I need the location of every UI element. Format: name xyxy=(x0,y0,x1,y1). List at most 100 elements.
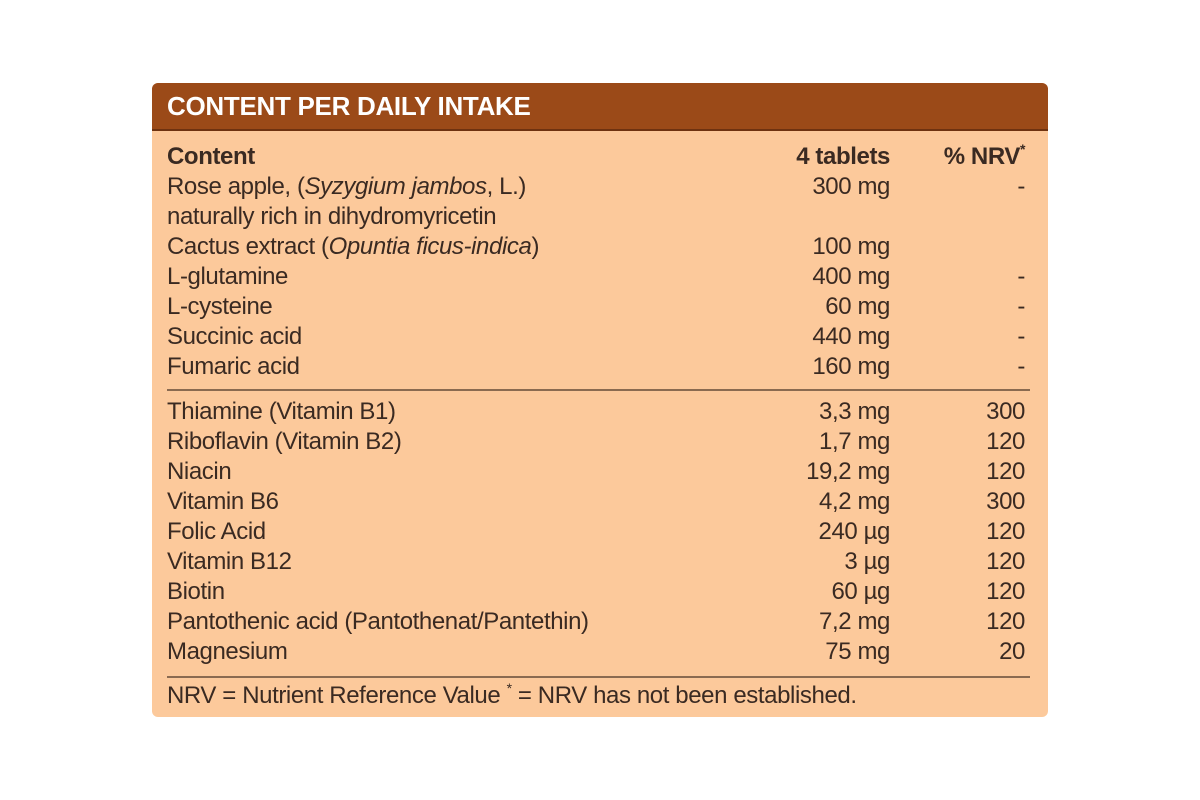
row-name: L-glutamine xyxy=(167,262,288,292)
text-segment: , L.) xyxy=(486,173,527,200)
row-name: Biotin xyxy=(167,577,225,607)
row-nrv: - xyxy=(1017,292,1025,322)
row-amount: 240 µg xyxy=(819,517,891,547)
nrv: 120 xyxy=(986,578,1025,605)
row-name: Vitamin B12 xyxy=(167,547,292,577)
row-amount: 400 mg xyxy=(812,262,890,292)
text-segment: Rose apple, ( xyxy=(167,173,305,200)
text-segment: L-cysteine xyxy=(167,293,273,320)
row-name: Folic Acid xyxy=(167,517,266,547)
row-amount: 3 µg xyxy=(844,547,890,577)
header-text: 4 tablets xyxy=(796,143,890,170)
amount: 100 mg xyxy=(812,233,890,260)
text-segment: Fumaric acid xyxy=(167,353,300,380)
amount: 440 mg xyxy=(812,323,890,350)
text-segment: Magnesium xyxy=(167,638,288,665)
text-segment: Riboflavin (Vitamin B2) xyxy=(167,428,402,455)
text-segment: % NRV xyxy=(943,143,1021,170)
panel-title: CONTENT PER DAILY INTAKE xyxy=(167,91,531,121)
text-segment: Opuntia ficus-indica xyxy=(328,233,532,260)
row-nrv: 120 xyxy=(986,577,1025,607)
amount: 60 µg xyxy=(831,578,890,605)
nrv: 300 xyxy=(986,398,1025,425)
text-segment: Folic Acid xyxy=(167,518,266,545)
text-segment: ) xyxy=(531,233,540,260)
row-name: Succinic acid xyxy=(167,322,302,352)
row-nrv: - xyxy=(1017,322,1025,352)
row-amount: 3,3 mg xyxy=(819,397,890,427)
row-nrv: 300 xyxy=(986,487,1025,517)
row-amount: 60 µg xyxy=(831,577,890,607)
nrv: - xyxy=(1017,293,1025,320)
row-nrv: 120 xyxy=(986,607,1025,637)
column-header: Content xyxy=(167,142,255,172)
row-amount: 75 mg xyxy=(825,637,890,667)
row-amount: 300 mg xyxy=(812,172,890,202)
nutrition-panel: CONTENT PER DAILY INTAKE Content 4 tablet… xyxy=(152,83,1048,717)
row-nrv: 120 xyxy=(986,517,1025,547)
text-segment: Vitamin B6 xyxy=(167,488,279,515)
text-segment: Cactus extract ( xyxy=(167,233,329,260)
text-segment: = NRV has not been established. xyxy=(511,682,857,709)
nrv: 300 xyxy=(986,488,1025,515)
nrv: 120 xyxy=(986,458,1025,485)
nrv: 120 xyxy=(986,428,1025,455)
amount: 75 mg xyxy=(825,638,890,665)
separator xyxy=(167,676,1030,678)
row-name: Vitamin B6 xyxy=(167,487,279,517)
row-nrv: - xyxy=(1017,352,1025,382)
row-amount: 440 mg xyxy=(812,322,890,352)
row-name: Rose apple, (Syzygium jambos, L.) xyxy=(167,172,526,202)
footer-note: NRV = Nutrient Reference Value * = NRV h… xyxy=(167,681,857,711)
row-nrv: 120 xyxy=(986,427,1025,457)
row-name: L-cysteine xyxy=(167,292,273,322)
amount: 3,3 mg xyxy=(819,398,890,425)
row-name: Pantothenic acid (Pantothenat/Pantethin) xyxy=(167,607,589,637)
row-amount: 100 mg xyxy=(812,232,890,262)
row-name: Thiamine (Vitamin B1) xyxy=(167,397,396,427)
row-nrv: 120 xyxy=(986,457,1025,487)
row-name: Fumaric acid xyxy=(167,352,300,382)
text-segment: Pantothenic acid (Pantothenat/Pantethin) xyxy=(167,608,589,635)
row-amount: 19,2 mg xyxy=(806,457,890,487)
text-segment: Niacin xyxy=(167,458,232,485)
nrv: - xyxy=(1017,173,1025,200)
row-nrv: 20 xyxy=(999,637,1025,667)
superscript: * xyxy=(506,680,512,696)
amount: 160 mg xyxy=(812,353,890,380)
amount: 60 mg xyxy=(825,293,890,320)
panel-header: CONTENT PER DAILY INTAKE xyxy=(152,83,1048,131)
row-name: Cactus extract (Opuntia ficus-indica) xyxy=(167,232,539,262)
text: naturally rich in dihydromyricetin xyxy=(167,203,497,230)
row-amount: 4,2 mg xyxy=(819,487,890,517)
text-segment: Biotin xyxy=(167,578,225,605)
text-segment: Thiamine (Vitamin B1) xyxy=(167,398,396,425)
amount: 19,2 mg xyxy=(806,458,890,485)
row-name: Niacin xyxy=(167,457,232,487)
text-segment: L-glutamine xyxy=(167,263,289,290)
separator xyxy=(167,389,1030,391)
nrv: 120 xyxy=(986,608,1025,635)
row-name: Riboflavin (Vitamin B2) xyxy=(167,427,402,457)
nrv: - xyxy=(1017,353,1025,380)
superscript: * xyxy=(1019,141,1025,157)
amount: 4,2 mg xyxy=(819,488,890,515)
text-segment: Syzygium jambos xyxy=(304,173,487,200)
amount: 240 µg xyxy=(818,518,891,545)
text-segment: Vitamin B12 xyxy=(167,548,292,575)
column-header: % NRV* xyxy=(943,141,1026,172)
text-segment: NRV = Nutrient Reference Value xyxy=(167,682,507,709)
nrv: - xyxy=(1017,323,1025,350)
row-nrv: 120 xyxy=(986,547,1025,577)
text-segment: Succinic acid xyxy=(167,323,302,350)
nrv: - xyxy=(1017,263,1025,290)
amount: 3 µg xyxy=(844,548,890,575)
row-nrv: 300 xyxy=(986,397,1025,427)
row-name-line2: naturally rich in dihydromyricetin xyxy=(167,202,497,232)
row-amount: 160 mg xyxy=(812,352,890,382)
nrv: 120 xyxy=(986,518,1025,545)
row-amount: 1,7 mg xyxy=(819,427,890,457)
header-text: Content xyxy=(167,143,255,170)
amount: 1,7 mg xyxy=(819,428,890,455)
